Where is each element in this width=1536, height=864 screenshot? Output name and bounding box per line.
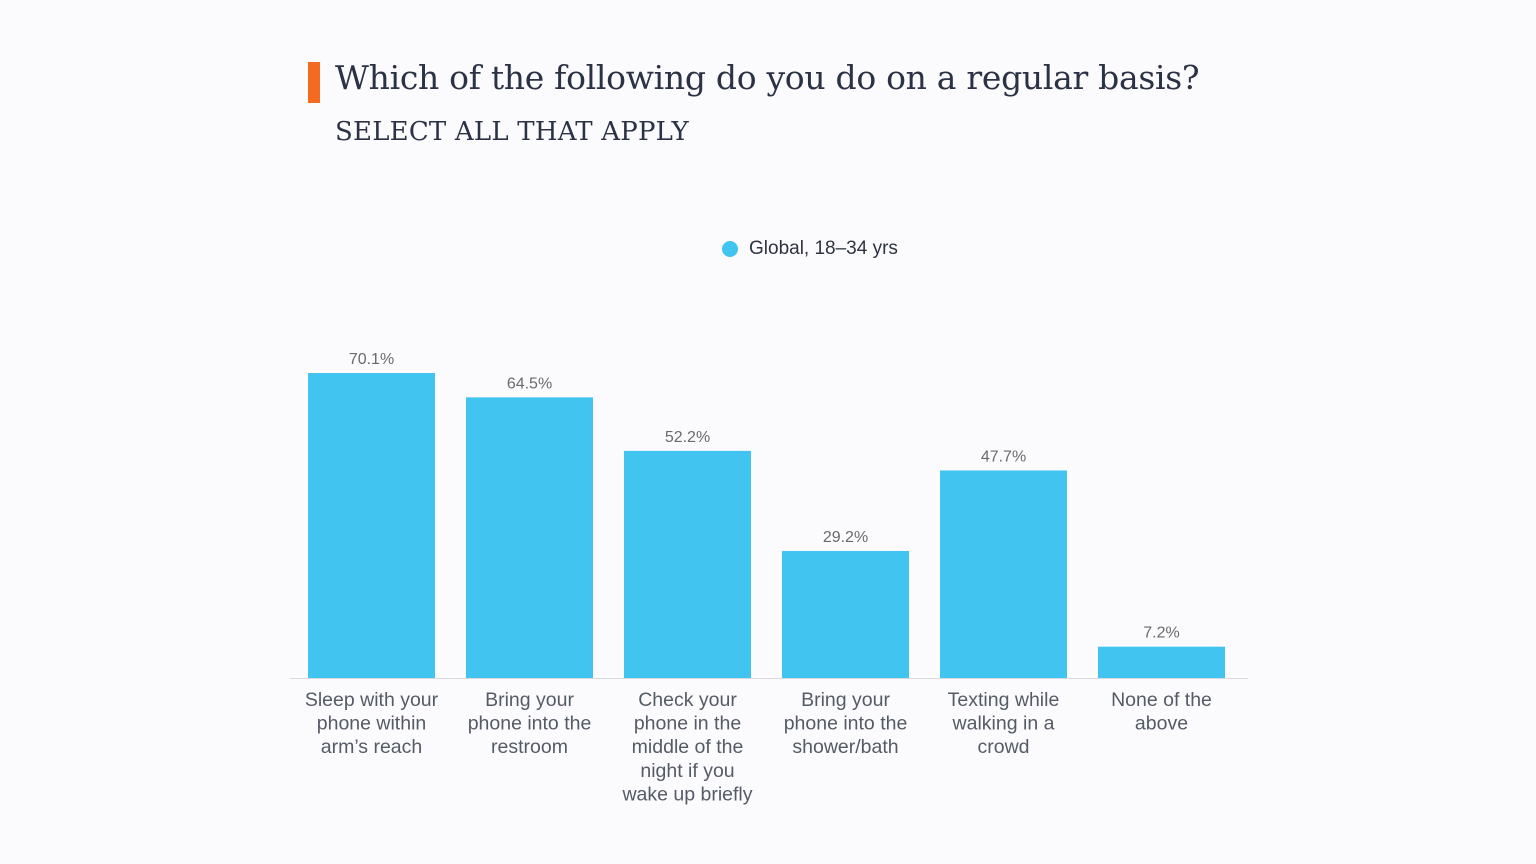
category-label-1-line-1: phone into the (468, 713, 592, 735)
legend-marker (722, 241, 738, 257)
category-label-2-line-1: phone in the (634, 713, 741, 735)
category-label-4-line-2: crowd (977, 736, 1029, 758)
value-label-4: 47.7% (981, 448, 1026, 465)
category-label-3-line-2: shower/bath (792, 736, 898, 758)
category-label-0: Sleep with your phone within arm’s reach (305, 689, 439, 758)
category-label-2-line-2: middle of the (632, 736, 744, 758)
category-label-5: None of the above (1111, 689, 1212, 735)
category-label-4-line-0: Texting while (948, 689, 1060, 711)
category-label-0-line-1: phone within (317, 713, 427, 735)
category-label-2-line-3: night if you (640, 760, 734, 782)
category-label-4: Texting while walking in a crowd (948, 689, 1060, 758)
category-label-0-line-2: arm’s reach (321, 736, 423, 758)
category-label-1-line-0: Bring your (485, 689, 574, 711)
value-label-1: 64.5% (507, 375, 552, 392)
value-label-5: 7.2% (1143, 625, 1179, 642)
legend-label: Global, 18–34 yrs (749, 238, 898, 259)
category-label-2-line-0: Check your (638, 689, 737, 711)
value-label-0: 70.1% (349, 351, 394, 368)
category-label-2: Check your phone in the middle of the night… (621, 689, 752, 805)
bar-3 (782, 550, 909, 678)
chart-subtitle: SELECT ALL THAT APPLY (335, 117, 689, 147)
legend: Global, 18–34 yrs (722, 236, 898, 262)
category-label-5-line-0: None of the (1111, 689, 1212, 711)
category-label-2-line-4: wake up briefly (621, 783, 752, 805)
category-label-3-line-1: phone into the (784, 713, 908, 735)
category-label-4-line-1: walking in a (952, 713, 1055, 735)
bar-2 (624, 450, 751, 678)
category-label-0-line-0: Sleep with your (305, 689, 439, 711)
bar-5 (1098, 646, 1225, 678)
bar-4 (940, 470, 1067, 678)
bar-0 (308, 373, 435, 678)
category-label-3: Bring your phone into the shower/bath (784, 689, 908, 758)
category-label-5-line-1: above (1135, 713, 1188, 735)
value-label-2: 52.2% (665, 429, 710, 446)
bar-1 (466, 397, 593, 678)
category-label-1-line-2: restroom (491, 736, 568, 758)
value-label-3: 29.2% (823, 529, 868, 546)
category-label-3-line-0: Bring your (801, 689, 890, 711)
chart-title: Which of the following do you do on a re… (335, 58, 1200, 97)
title-accent-bar (308, 62, 320, 103)
category-label-1: Bring your phone into the restroom (468, 689, 592, 758)
